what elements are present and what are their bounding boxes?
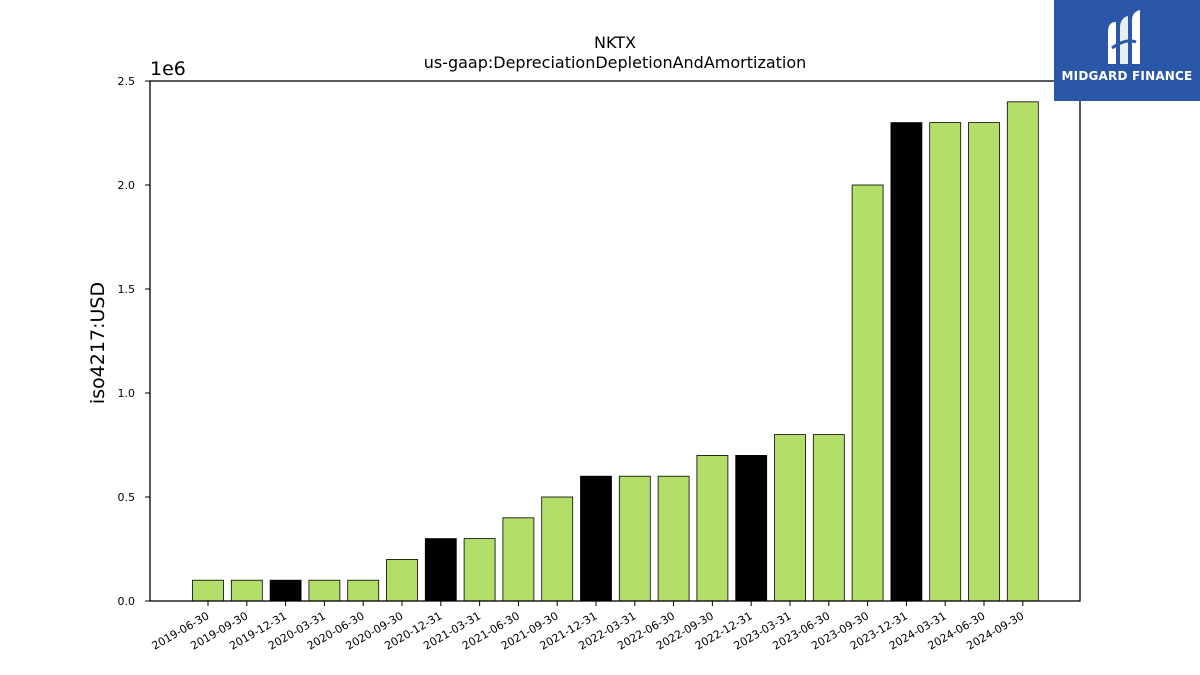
chart-title: NKTX xyxy=(594,33,636,52)
bar-2019-12-31 xyxy=(270,580,301,601)
logo-text: MIDGARD FINANCE xyxy=(1054,69,1200,83)
bar-2020-03-31 xyxy=(309,580,340,601)
bar-2020-06-30 xyxy=(348,580,379,601)
y-tick-label: 2.0 xyxy=(118,179,136,192)
y-axis-label: iso4217:USD xyxy=(87,282,109,404)
y-tick-label: 2.5 xyxy=(118,75,136,88)
y-ticks: 0.0 0.5 1.0 1.5 2.0 2.5 xyxy=(118,75,151,608)
y-tick-label: 1.5 xyxy=(118,283,136,296)
bar-2023-06-30 xyxy=(813,435,844,601)
chart-subtitle: us-gaap:DepreciationDepletionAndAmortiza… xyxy=(424,53,807,72)
bar-2022-03-31 xyxy=(619,476,650,601)
bar-2019-09-30 xyxy=(231,580,262,601)
bar-2024-09-30 xyxy=(1007,102,1038,601)
bar-2024-06-30 xyxy=(969,123,1000,601)
x-ticks: 2019-06-302019-09-302019-12-312020-03-31… xyxy=(150,601,1027,653)
bar-2021-06-30 xyxy=(503,518,534,601)
logo-icon xyxy=(1102,8,1152,68)
bar-2023-12-31 xyxy=(891,123,922,601)
bar-2021-03-31 xyxy=(464,539,495,601)
bar-2021-12-31 xyxy=(581,476,612,601)
bar-2023-09-30 xyxy=(852,185,883,601)
bar-2022-12-31 xyxy=(736,455,767,601)
bars xyxy=(193,102,1039,601)
bar-2022-09-30 xyxy=(697,455,728,601)
y-tick-label: 1.0 xyxy=(118,387,136,400)
y-scale-label: 1e6 xyxy=(150,58,186,80)
chart: NKTX us-gaap:DepreciationDepletionAndAmo… xyxy=(0,0,1200,675)
bar-2024-03-31 xyxy=(930,123,961,601)
bar-2020-09-30 xyxy=(387,559,418,601)
y-tick-label: 0.5 xyxy=(118,491,136,504)
bar-2021-09-30 xyxy=(542,497,573,601)
midgard-finance-logo: MIDGARD FINANCE xyxy=(1054,0,1200,101)
y-tick-label: 0.0 xyxy=(118,595,136,608)
bar-2019-06-30 xyxy=(193,580,224,601)
bar-2023-03-31 xyxy=(775,435,806,601)
bar-2022-06-30 xyxy=(658,476,689,601)
bar-2020-12-31 xyxy=(425,539,456,601)
